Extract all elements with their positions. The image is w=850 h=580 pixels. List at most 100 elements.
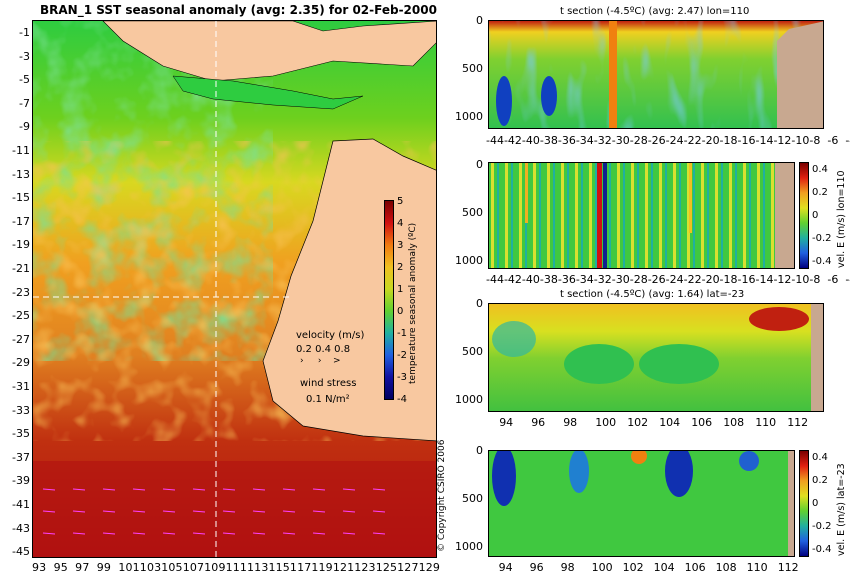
lat-tick: -45 [12,545,30,559]
section2-jet-east [597,163,602,268]
section4-colorbar [799,450,809,557]
section-x-tick: 112 [777,561,799,574]
section-y-tick: 500 [462,206,483,219]
section2-field [489,163,794,268]
section-x-tick: 104 [659,416,681,429]
sst-colorbar-label: temperature seasonal anomaly (ºC) [408,222,418,384]
lat-tick: -7 [19,96,30,110]
section4-x-axis: 94 96 98 100 102 104 106 108 110 112 [488,561,824,575]
section4-westward-core-2 [569,451,589,493]
sst-colorbar-tick: -4 [397,394,407,405]
map-title: BRAN_1 SST seasonal anomaly (avg: 2.35) … [40,3,437,17]
section3-warm-surface [749,307,809,331]
section1-texture [489,21,779,128]
lat-tick: -15 [12,191,30,205]
section4-westward-core-1 [492,451,516,506]
section1-land [777,21,823,128]
section4-eastward-core [631,451,647,464]
section1-y-axis: 0 500 1000 [455,14,485,134]
section-cbar-tick: 0.2 [812,475,828,486]
lat-tick: -21 [12,262,30,275]
sst-colorbar-tick: -1 [397,328,407,339]
section-cbar-tick: -0.2 [812,521,832,532]
lat-tick: -29 [12,356,30,370]
lat-tick: -19 [12,238,30,252]
lat-tick: -41 [12,498,30,511]
section2-x-axis: -44-42-40-38-36-34-32-30-28-26-24-22-20-… [486,273,850,286]
velocity-label: velocity (m/s) [296,330,365,341]
section-cbar-tick: 0.4 [812,452,828,463]
section-y-tick: 500 [462,492,483,505]
sst-colorbar-tick: 2 [397,262,404,273]
sst-colorbar-tick: 1 [397,284,404,295]
section-cbar-tick: -0.4 [812,256,832,267]
lat-tick: -5 [19,73,30,87]
section-x-tick: 96 [531,416,546,429]
section4-svg [489,451,794,556]
section3-cool-patch [492,321,536,357]
section-x-tick: 104 [653,561,675,574]
section2-colorbar [799,162,809,269]
section4-plot [488,450,795,557]
section1-cold-core-2 [541,76,557,116]
lat-axis: -1 -3 -5 -7 -9 -11 -13 -15 -17 -19 -21 -23 -25 -27 -29… [0,20,30,558]
section3-x-axis: 94 96 98 100 102 104 106 108 110 112 [488,416,824,430]
section-cbar-tick: 0.2 [812,187,828,198]
section4-westward-core-3 [665,451,693,497]
sst-map-plot [33,21,436,557]
section-x-tick: 110 [746,561,768,574]
lat-tick: -31 [12,380,30,393]
sst-map [32,20,437,558]
section-x-tick: 96 [529,561,544,574]
section1-warm-column [609,21,617,128]
section-x-tick: 106 [691,416,713,429]
section2-plot [488,162,795,269]
sst-colorbar [384,200,394,400]
section2-band-1 [525,163,528,223]
section-x-tick: 112 [787,416,809,429]
section4-westward-core-4 [739,451,759,471]
section-x-tick: 108 [715,561,737,574]
section3-plot [488,303,824,412]
section-y-tick: 0 [476,297,483,310]
section-x-tick: 106 [684,561,706,574]
sst-colorbar-tick: 3 [397,240,404,251]
sst-colorbar-tick: 4 [397,218,404,229]
section-x-tick: 108 [723,416,745,429]
sst-colorbar-tick: 0 [397,306,404,317]
section-y-tick: 0 [476,158,483,171]
sst-colorbar-tick: -3 [397,372,407,383]
section1-x-axis: -44-42-40-38-36-34-32-30-28-26-24-22-20-… [486,134,850,147]
section3-title: t section (-4.5ºC) (avg: 1.64) lat=-23 [560,289,745,300]
sst-colorbar-tick: -2 [397,350,407,361]
wind-stress-scale: 0.1 N/m² [306,394,350,405]
section-x-tick: 102 [627,416,649,429]
velocity-scale: 0.2 0.4 0.8 [296,344,351,355]
section-y-tick: 1000 [455,254,483,267]
section-x-tick: 110 [755,416,777,429]
section-cbar-tick: 0 [812,498,819,509]
section1-cold-core-1 [496,76,512,126]
section4-land [788,451,794,556]
section3-y-axis: 0 500 1000 [455,297,485,417]
section-y-tick: 1000 [455,393,483,406]
section3-green-patch-1 [564,344,634,384]
section1-svg [489,21,823,128]
section2-jet-west [603,163,607,268]
section2-band-2 [689,163,692,233]
lat-tick: -37 [12,450,30,464]
section-y-tick: 1000 [455,110,483,123]
wind-stress-label: wind stress [300,378,357,389]
land-indonesia [102,21,436,82]
section-cbar-tick: -0.2 [812,233,832,244]
copyright: © Copyright CSIRO 2006 [437,439,447,552]
section1-title: t section (-4.5ºC) (avg: 2.47) lon=110 [560,6,750,17]
section-y-tick: 0 [476,14,483,27]
section-x-tick: 102 [622,561,644,574]
lat-tick: -39 [12,474,30,488]
section2-cbar-ticks: 0.4 0.2 0 -0.2 -0.4 [812,160,842,270]
lat-tick: -33 [12,403,30,417]
section-cbar-tick: 0.4 [812,164,828,175]
lat-tick: -27 [12,332,30,346]
section-x-tick: 100 [591,561,613,574]
